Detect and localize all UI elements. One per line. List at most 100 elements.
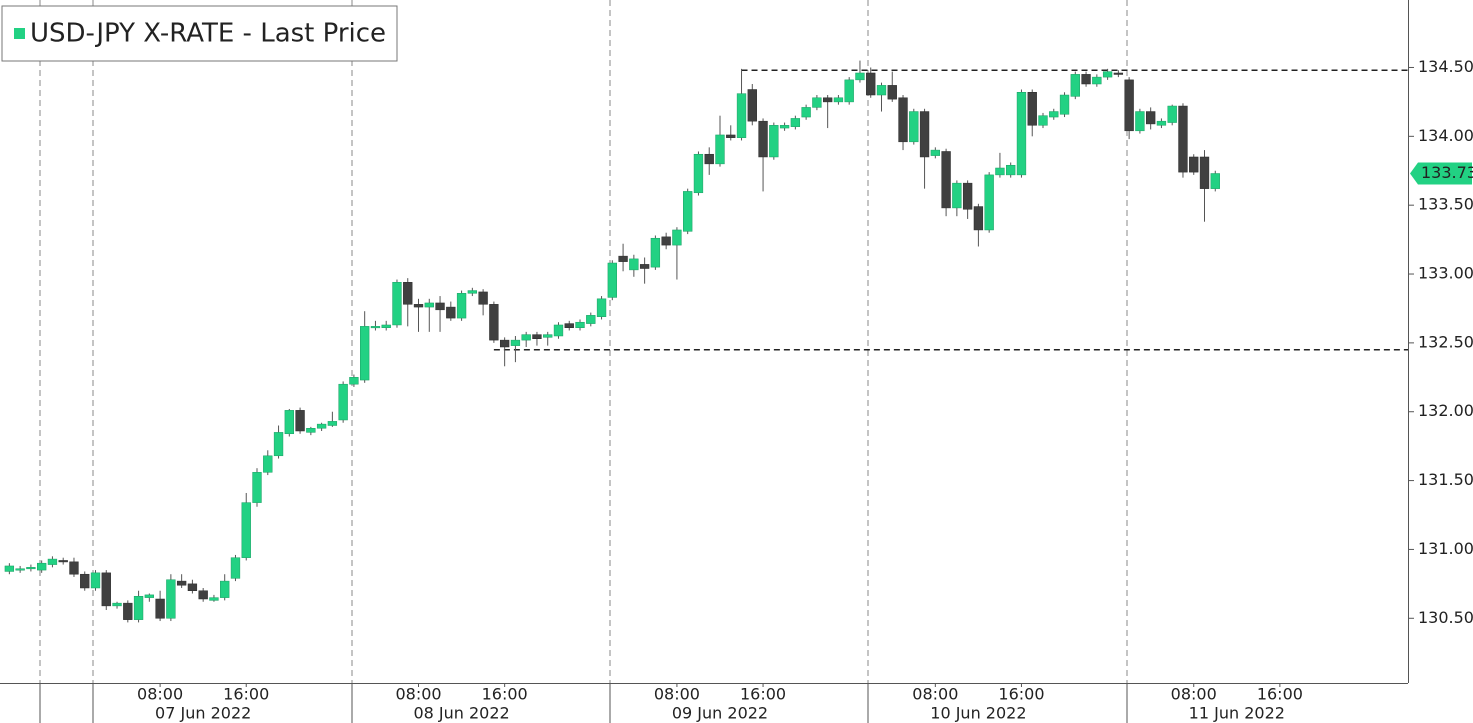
candle-body — [779, 125, 790, 129]
candle-body — [715, 134, 725, 165]
candle-body — [984, 174, 994, 231]
legend-swatch — [14, 28, 25, 39]
candle-body — [683, 191, 693, 232]
candle-body — [973, 206, 984, 231]
candle-body — [618, 255, 628, 262]
candle-body — [489, 304, 499, 341]
x-tick-label: 08:00 — [1171, 685, 1217, 704]
candle-body — [769, 125, 779, 158]
candle-body — [995, 167, 1005, 176]
candle-body — [403, 282, 413, 305]
date-label: 07 Jun 2022 — [155, 704, 251, 723]
candle-body — [1199, 156, 1210, 189]
last-price-label: 133.73 — [1421, 163, 1473, 182]
session-lines — [39, 0, 1128, 683]
candle-body — [1113, 72, 1124, 75]
candle-body — [693, 153, 704, 194]
candle-body — [360, 326, 370, 381]
candle-body — [1102, 71, 1113, 78]
candle-body — [736, 93, 747, 138]
date-label: 10 Jun 2022 — [930, 704, 1026, 723]
candle-body — [607, 262, 617, 298]
legend-label: USD-JPY X-RATE - Last Price — [30, 19, 386, 49]
candle-body — [435, 302, 445, 311]
candle-body — [532, 334, 542, 339]
candle-body — [4, 565, 15, 572]
candle-body — [596, 298, 607, 317]
candle-body — [952, 182, 962, 209]
candle-body — [155, 598, 165, 619]
candle-body — [101, 572, 111, 607]
candle-body — [1210, 173, 1220, 189]
y-tick-label: 133.00 — [1418, 264, 1473, 283]
candle-body — [90, 572, 101, 589]
candle-body — [316, 423, 327, 429]
candle-body — [209, 597, 219, 601]
candle-body — [866, 72, 876, 96]
x-tick-label: 16:00 — [482, 685, 528, 704]
candle-body — [898, 97, 908, 143]
candle-body — [123, 602, 133, 620]
candle-body — [456, 293, 467, 319]
candle-body — [543, 334, 553, 338]
candle-body — [521, 334, 531, 341]
date-label: 09 Jun 2022 — [672, 704, 768, 723]
candle-body — [80, 573, 90, 589]
y-tick-label: 133.50 — [1418, 195, 1473, 214]
candle-body — [1059, 94, 1070, 115]
candle-body — [909, 111, 919, 143]
candle-body — [306, 428, 316, 433]
y-tick-label: 134.00 — [1418, 126, 1473, 145]
x-tick-label: 16:00 — [740, 685, 786, 704]
candle-body — [1156, 120, 1167, 126]
x-tick-label: 08:00 — [912, 685, 958, 704]
candle-body — [392, 282, 402, 326]
candle-body — [930, 149, 940, 156]
candle-body — [1049, 111, 1059, 118]
x-tick-label: 16:00 — [998, 685, 1044, 704]
candle-body — [1006, 164, 1016, 176]
date-label: 11 Jun 2022 — [1189, 704, 1285, 723]
candle-body — [499, 339, 510, 348]
candle-body — [661, 236, 671, 246]
candle-body — [941, 151, 951, 209]
candle-body — [478, 291, 488, 305]
candle-body — [58, 560, 68, 563]
x-tick-label: 08:00 — [137, 685, 183, 704]
candle-body — [467, 290, 478, 294]
candle-body — [133, 595, 144, 620]
candle-body — [586, 315, 596, 324]
candle-body — [1070, 74, 1080, 97]
y-tick-label: 132.00 — [1418, 401, 1473, 420]
candle-body — [220, 580, 230, 598]
y-tick-label: 130.50 — [1418, 608, 1473, 627]
candle-body — [166, 579, 176, 619]
candle-body — [844, 79, 854, 103]
x-tick-label: 08:00 — [654, 685, 700, 704]
y-tick-label: 131.00 — [1418, 539, 1473, 558]
candle-body — [295, 410, 305, 432]
candle-body — [1146, 111, 1156, 125]
candle-body — [1178, 105, 1188, 173]
candle-body — [176, 580, 187, 586]
candle-body — [672, 229, 682, 246]
candle-body — [15, 568, 25, 571]
date-label: 08 Jun 2022 — [413, 704, 509, 723]
y-tick-label: 131.50 — [1418, 470, 1473, 489]
x-tick-label: 16:00 — [1257, 685, 1303, 704]
candle-body — [1081, 74, 1091, 85]
candle-body — [349, 377, 359, 385]
candle-body — [1092, 76, 1102, 85]
candle-body — [26, 567, 36, 570]
candle-body — [887, 85, 897, 100]
legend-box — [1, 5, 398, 62]
candle-body — [704, 153, 714, 165]
candle-body — [1038, 115, 1048, 126]
candle-body — [812, 97, 822, 108]
candle-body — [1189, 156, 1199, 173]
candle-body — [510, 339, 521, 346]
y-tick-label: 132.50 — [1418, 332, 1473, 351]
candle-body — [69, 561, 79, 575]
candle-body — [639, 264, 650, 269]
